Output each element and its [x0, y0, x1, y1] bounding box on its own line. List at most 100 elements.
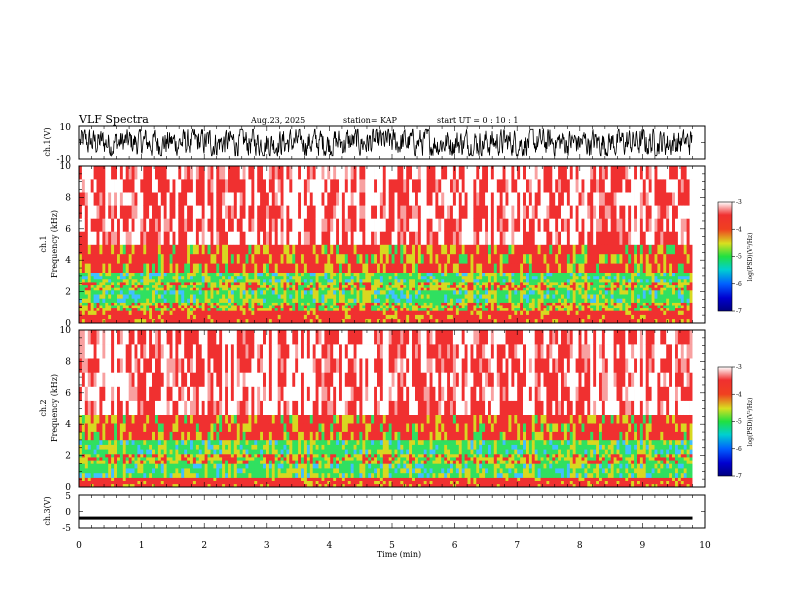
ch1-spectrogram-cell [531, 279, 536, 283]
ch1-spectrogram-cell [441, 263, 445, 273]
ch1-spectrogram-cell [362, 287, 366, 291]
ch1-spectrogram-cell [190, 231, 194, 245]
ch1-spectrogram-cell [409, 253, 413, 264]
ch1-spectrogram-cell [207, 298, 211, 303]
ch1-spectrogram-cell [385, 253, 389, 264]
ch1-spectrogram-cell [84, 244, 89, 255]
ch1-spectrogram-cell [420, 279, 425, 283]
ch1-spectrogram-cell [102, 179, 106, 193]
ch1-spectrogram-cell [192, 284, 197, 288]
ch1-spectrogram-cell [271, 231, 276, 245]
ch1-spectrogram-cell [625, 318, 629, 324]
ch1-spectrogram-cell [274, 192, 278, 206]
ch1-spectrogram-cell [511, 287, 515, 291]
ch1-spectrogram-cell [537, 298, 541, 303]
ch1-spectrogram-cell [210, 314, 214, 320]
ch1-spectrogram-cell [169, 284, 173, 288]
ch1-spectrogram-cell [280, 272, 284, 277]
ch1-spectrogram-cell [257, 205, 261, 219]
ch1-spectrogram-cell [508, 318, 512, 324]
ch1-spectrogram-cell [379, 294, 384, 299]
ch1-spectrogram-cell [87, 231, 92, 245]
ch1-spectrogram-cell [277, 305, 281, 309]
ch1-spectrogram-cell [648, 310, 652, 315]
ch1-spectrogram-cell [485, 263, 489, 273]
ch1-spectrogram-cell [187, 318, 191, 324]
ch1-spectrogram-cell [152, 263, 156, 273]
ch1-spectrogram-cell [581, 302, 585, 306]
ch1-spectrogram-cell [163, 305, 167, 309]
ch1-spectrogram-cell [526, 166, 530, 180]
ch1-spectrogram-cell [93, 253, 97, 264]
ch1-spectrogram-cell [254, 275, 258, 280]
ch1-spectrogram-cell [549, 275, 553, 280]
ch1-spectrogram-cell [327, 318, 331, 324]
ch1-spectrogram-cell [192, 314, 197, 320]
ch1-spectrogram-cell [84, 192, 89, 206]
ch1-spectrogram-cell [280, 294, 284, 299]
ch1-spectrogram-cell [359, 294, 363, 299]
ch1-spectrogram-cell [102, 253, 106, 264]
ch1-spectrogram-cell [93, 218, 97, 232]
ch1-spectrogram-cell [359, 282, 363, 286]
ch1-spectrogram-cell [210, 307, 214, 311]
ch1-spectrogram-cell [93, 314, 97, 320]
ch1-spectrogram-cell [669, 244, 673, 255]
ch1-spectrogram-cell [266, 298, 270, 303]
ch1-spectrogram-cell [286, 275, 290, 280]
ch1-spectrogram-cell [394, 305, 398, 309]
ch1-spectrogram-cell [81, 166, 86, 180]
ch1-spectrogram-cell [298, 294, 302, 299]
ch1-spectrogram-cell [306, 263, 311, 273]
ch1-spectrogram-cell [666, 263, 670, 273]
ch1-spectrogram-cell [119, 272, 124, 277]
ch1-spectrogram-cell [192, 244, 197, 255]
ch1-spectrogram-cell [341, 290, 346, 295]
ch1-spectrogram-cell [420, 318, 425, 324]
ch1-spectrogram-cell [599, 314, 603, 320]
ch1-spectrogram-cell [426, 253, 430, 264]
ch1-spectrogram-cell [526, 275, 530, 280]
ch1-spectrogram-cell [488, 166, 492, 180]
ch1-spectrogram-cell [441, 307, 445, 311]
ch1-spectrogram-cell [450, 282, 454, 286]
ch1-spectrogram-cell [298, 290, 302, 295]
ch1-spectrogram-cell [263, 272, 267, 277]
ch1-spectrogram-cell [181, 231, 185, 245]
ch1-spectrogram-cell [303, 290, 308, 295]
ch1-spectrogram-cell [447, 284, 451, 288]
ch1-spectrogram-cell [561, 166, 565, 180]
ch1-spectrogram-cell [347, 192, 352, 206]
ch1-spectrogram-cell [660, 287, 664, 291]
ch1-spectrogram-cell [639, 205, 644, 219]
ch1-spectrogram-cell [488, 244, 492, 255]
ch1-spectrogram-cell [216, 287, 220, 291]
ch1-spectrogram-cell [216, 192, 220, 206]
ch1-spectrogram-cell [534, 279, 538, 283]
ch1-spectrogram-cell [330, 282, 334, 286]
ch1-spectrogram-cell [108, 272, 112, 277]
ch1-spectrogram-cell [669, 272, 673, 277]
ch1-spectrogram-cell [79, 192, 83, 206]
ch1-spectrogram-cell [146, 166, 150, 180]
ch1-spectrogram-cell [458, 290, 463, 295]
ch1-spectrogram-cell [114, 218, 118, 232]
ch1-spectrogram-cell [403, 287, 407, 291]
ch1-spectrogram-cell [359, 314, 363, 320]
ch1-spectrogram-cell [111, 231, 115, 245]
ch1-spectrogram-cell [572, 192, 576, 206]
ch1-spectrogram-cell [114, 263, 118, 273]
ch1-spectrogram-cell [117, 298, 121, 303]
ch1-spectrogram-cell [394, 244, 398, 255]
ch1-spectrogram-cell [87, 318, 92, 324]
ch1-spectrogram-cell [81, 310, 86, 315]
ch1-spectrogram-cell [371, 287, 375, 291]
ch1-spectrogram-cell [341, 192, 346, 206]
ch1-spectrogram-cell [166, 307, 170, 311]
ch1-spectrogram-cell [204, 253, 208, 264]
ch1-spectrogram-cell [666, 166, 670, 180]
ch1-spectrogram-cell [563, 205, 568, 219]
ch1-spectrogram-cell [160, 179, 165, 193]
ch1-spectrogram-cell [371, 244, 375, 255]
ch1-spectrogram-cell [125, 307, 129, 311]
